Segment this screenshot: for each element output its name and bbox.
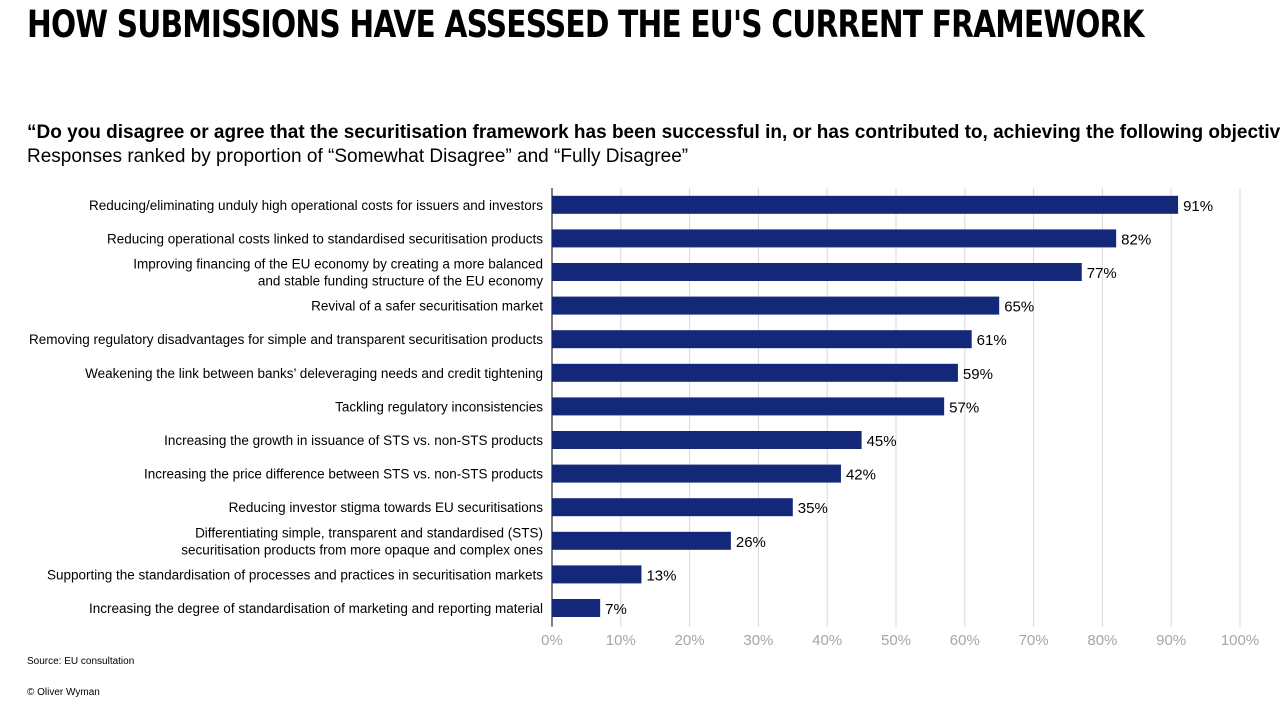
x-tick-label: 40% [812,632,842,649]
category-label: Revival of a safer securitisation market [311,299,543,314]
value-label: 91% [1183,198,1213,215]
x-tick-label: 100% [1221,632,1259,649]
value-label: 26% [736,534,766,551]
value-label: 13% [646,567,676,584]
category-label: Supporting the standardisation of proces… [47,567,543,582]
value-label: 45% [867,433,897,450]
category-label: Reducing investor stigma towards EU secu… [229,500,544,515]
category-label: Increasing the degree of standardisation… [89,601,543,616]
x-tick-label: 90% [1156,632,1186,649]
source-note: Source: EU consultation [27,656,135,667]
category-label: Reducing operational costs linked to sta… [107,231,543,246]
x-tick-label: 0% [541,632,563,649]
value-label: 77% [1087,265,1117,282]
value-label: 57% [949,399,979,416]
x-tick-label: 80% [1087,632,1117,649]
bar-chart: 0% 10% 20% 30% 40% 50% 60% 70% 80% 90% 100% 91% Redu… [29,188,1259,649]
category-label: and stable funding structure of the EU e… [258,274,543,289]
bar [552,263,1082,281]
bar [552,296,1000,315]
category-label: securitisation products from more opaque… [181,542,543,557]
category-label: Improving financing of the EU economy by… [133,257,543,272]
category-label: Tackling regulatory inconsistencies [335,399,543,414]
category-label: Reducing/eliminating unduly high operati… [89,198,543,213]
bar [552,565,642,584]
value-label: 59% [963,366,993,383]
copyright-note: © Oliver Wyman [27,687,100,698]
category-label: Increasing the growth in issuance of STS… [164,433,543,448]
x-tick-label: 30% [743,632,773,649]
x-tick-label: 10% [606,632,636,649]
bar [552,431,862,449]
value-label: 42% [846,467,876,484]
value-label: 7% [605,601,627,618]
bar [552,397,945,416]
value-label: 65% [1004,299,1034,316]
category-label: Increasing the price difference between … [144,467,543,482]
bar [552,498,793,517]
x-tick-label: 50% [881,632,911,649]
chart-question: “Do you disagree or agree that the secur… [27,122,1280,143]
chart-subtitle: Responses ranked by proportion of “Somew… [27,146,689,167]
category-label: Differentiating simple, transparent and … [195,525,543,540]
x-tick-label: 60% [950,632,980,649]
bar [552,195,1179,214]
bar [552,464,841,483]
bar [552,363,958,382]
x-tick-label: 70% [1019,632,1049,649]
x-tick-label: 20% [675,632,705,649]
category-label: Weakening the link between banks’ deleve… [85,366,543,381]
value-label: 82% [1121,231,1151,248]
bar [552,229,1117,248]
value-label: 35% [798,500,828,517]
value-label: 61% [977,332,1007,349]
bar [552,330,972,349]
bar [552,531,731,550]
bar [552,599,601,617]
page-title: HOW SUBMISSIONS HAVE ASSESSED THE EU'S C… [27,3,1145,46]
category-label: Removing regulatory disadvantages for si… [29,332,543,347]
